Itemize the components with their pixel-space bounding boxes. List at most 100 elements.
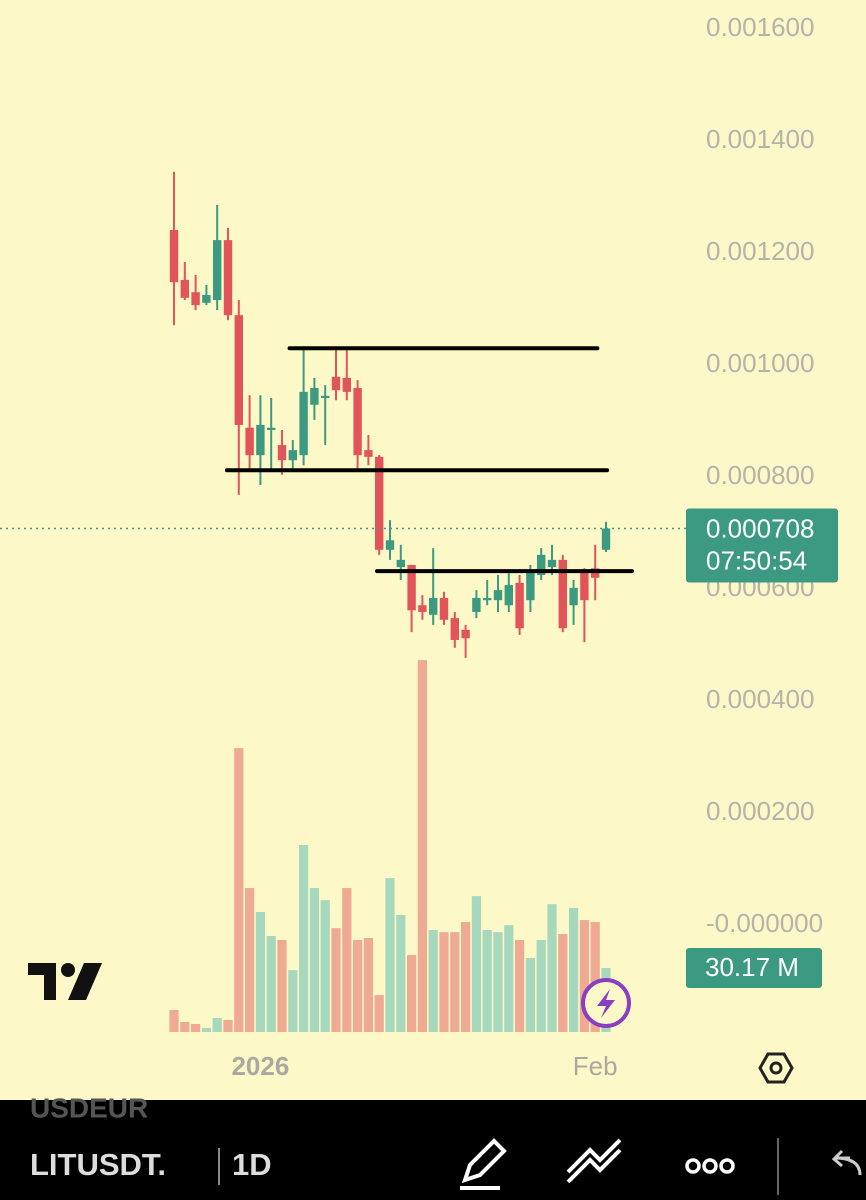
volume-bar [439, 932, 449, 1032]
volume-bar [547, 904, 557, 1032]
candle-body [342, 377, 351, 392]
volume-bar [417, 660, 427, 1032]
volume-bar [212, 1018, 222, 1032]
lightning-button[interactable] [581, 978, 631, 1028]
candle-body [569, 587, 578, 606]
candle-body [180, 279, 189, 298]
volume-bar [191, 1023, 201, 1032]
candle-body [504, 585, 513, 606]
last-price-box [686, 508, 838, 583]
volume-bar [536, 939, 546, 1032]
volume-bar [515, 939, 525, 1032]
draw-tool[interactable] [460, 1138, 507, 1190]
volume-bar [169, 1009, 179, 1032]
y-tick-label: -0.000000 [706, 908, 823, 938]
candle-body [558, 559, 567, 629]
candle-body [277, 445, 287, 461]
volume-bar [428, 930, 438, 1032]
candle-body [234, 315, 243, 425]
volume-bar [374, 995, 384, 1032]
candle-body [256, 424, 265, 456]
volume-bar [569, 907, 579, 1032]
y-tick-label: 0.000200 [706, 796, 814, 826]
candle-body [310, 387, 319, 405]
volume-bar [363, 938, 373, 1032]
volume-bar [590, 921, 600, 1032]
candle-body [299, 391, 308, 456]
candle-body [472, 597, 481, 612]
candle-body [202, 295, 211, 303]
x-tick-label: 2026 [231, 1051, 289, 1081]
volume-bar [482, 930, 492, 1032]
candle-body [515, 582, 524, 629]
volume-bar [493, 932, 503, 1032]
tradingview-logo[interactable] [28, 963, 102, 1000]
volume-bar [266, 935, 276, 1032]
candle-body [331, 376, 341, 391]
candle-body [213, 240, 222, 301]
candle-body [191, 292, 200, 306]
volume-bar [396, 914, 406, 1032]
interval[interactable]: 1D [232, 1147, 272, 1182]
candle-body [245, 427, 254, 456]
volume-bar [201, 1027, 211, 1032]
candle-body [223, 240, 233, 316]
volume-bar [299, 845, 309, 1032]
volume-bar [461, 921, 471, 1032]
volume-bar [385, 878, 395, 1032]
volume-bar [450, 932, 460, 1032]
volume-bar [320, 900, 330, 1032]
volume-bar [180, 1022, 190, 1032]
candle-body [407, 564, 416, 611]
countdown: 07:50:54 [706, 545, 807, 575]
candle-body [493, 590, 503, 601]
candle-body [385, 540, 395, 550]
candle-body [580, 572, 589, 601]
candle-body [418, 605, 427, 612]
candle-body [526, 569, 535, 601]
y-tick-label: 0.001200 [706, 236, 814, 266]
bottom-toolbar [0, 1100, 866, 1200]
more-button[interactable] [685, 1158, 735, 1174]
volume-bar [277, 939, 287, 1032]
trend-tool[interactable] [566, 1138, 622, 1184]
candle-body [450, 618, 459, 640]
volume-bar [223, 1019, 233, 1032]
volume-bar [331, 928, 341, 1032]
candle-body [547, 559, 557, 568]
volume-bar [342, 888, 352, 1032]
back-button[interactable] [831, 1149, 862, 1176]
candle-body [321, 395, 330, 399]
candle-body [483, 597, 492, 601]
symbol[interactable]: LITUSDT. [30, 1147, 166, 1182]
volume-bar [353, 939, 363, 1032]
volume-bar [525, 958, 535, 1032]
volume-bar [471, 896, 481, 1032]
candle-body [396, 559, 405, 568]
x-tick-label: Feb [573, 1051, 618, 1081]
volume-bar [504, 925, 514, 1032]
candle-body [267, 427, 276, 430]
candle-body [461, 629, 470, 639]
last-price-label: 0.000708 [706, 513, 814, 543]
volume-bar [309, 888, 319, 1032]
settings-icon[interactable] [758, 1052, 794, 1084]
candle-body [288, 450, 297, 461]
volume-bar [558, 934, 568, 1032]
last-volume-label: 30.17 M [705, 952, 799, 982]
last-volume-box [686, 948, 822, 989]
volume-bar [245, 888, 255, 1032]
candle-body [353, 387, 362, 456]
y-tick-label: 0.000400 [706, 684, 814, 714]
volume-bar [288, 970, 298, 1032]
volume-bar [407, 955, 417, 1032]
candle-body [537, 554, 546, 576]
candle-body [375, 456, 384, 550]
volume-bar [255, 912, 265, 1032]
candle-body [439, 597, 449, 620]
y-tick-label: 0.001400 [706, 124, 814, 154]
y-tick-label: 0.001000 [706, 348, 814, 378]
